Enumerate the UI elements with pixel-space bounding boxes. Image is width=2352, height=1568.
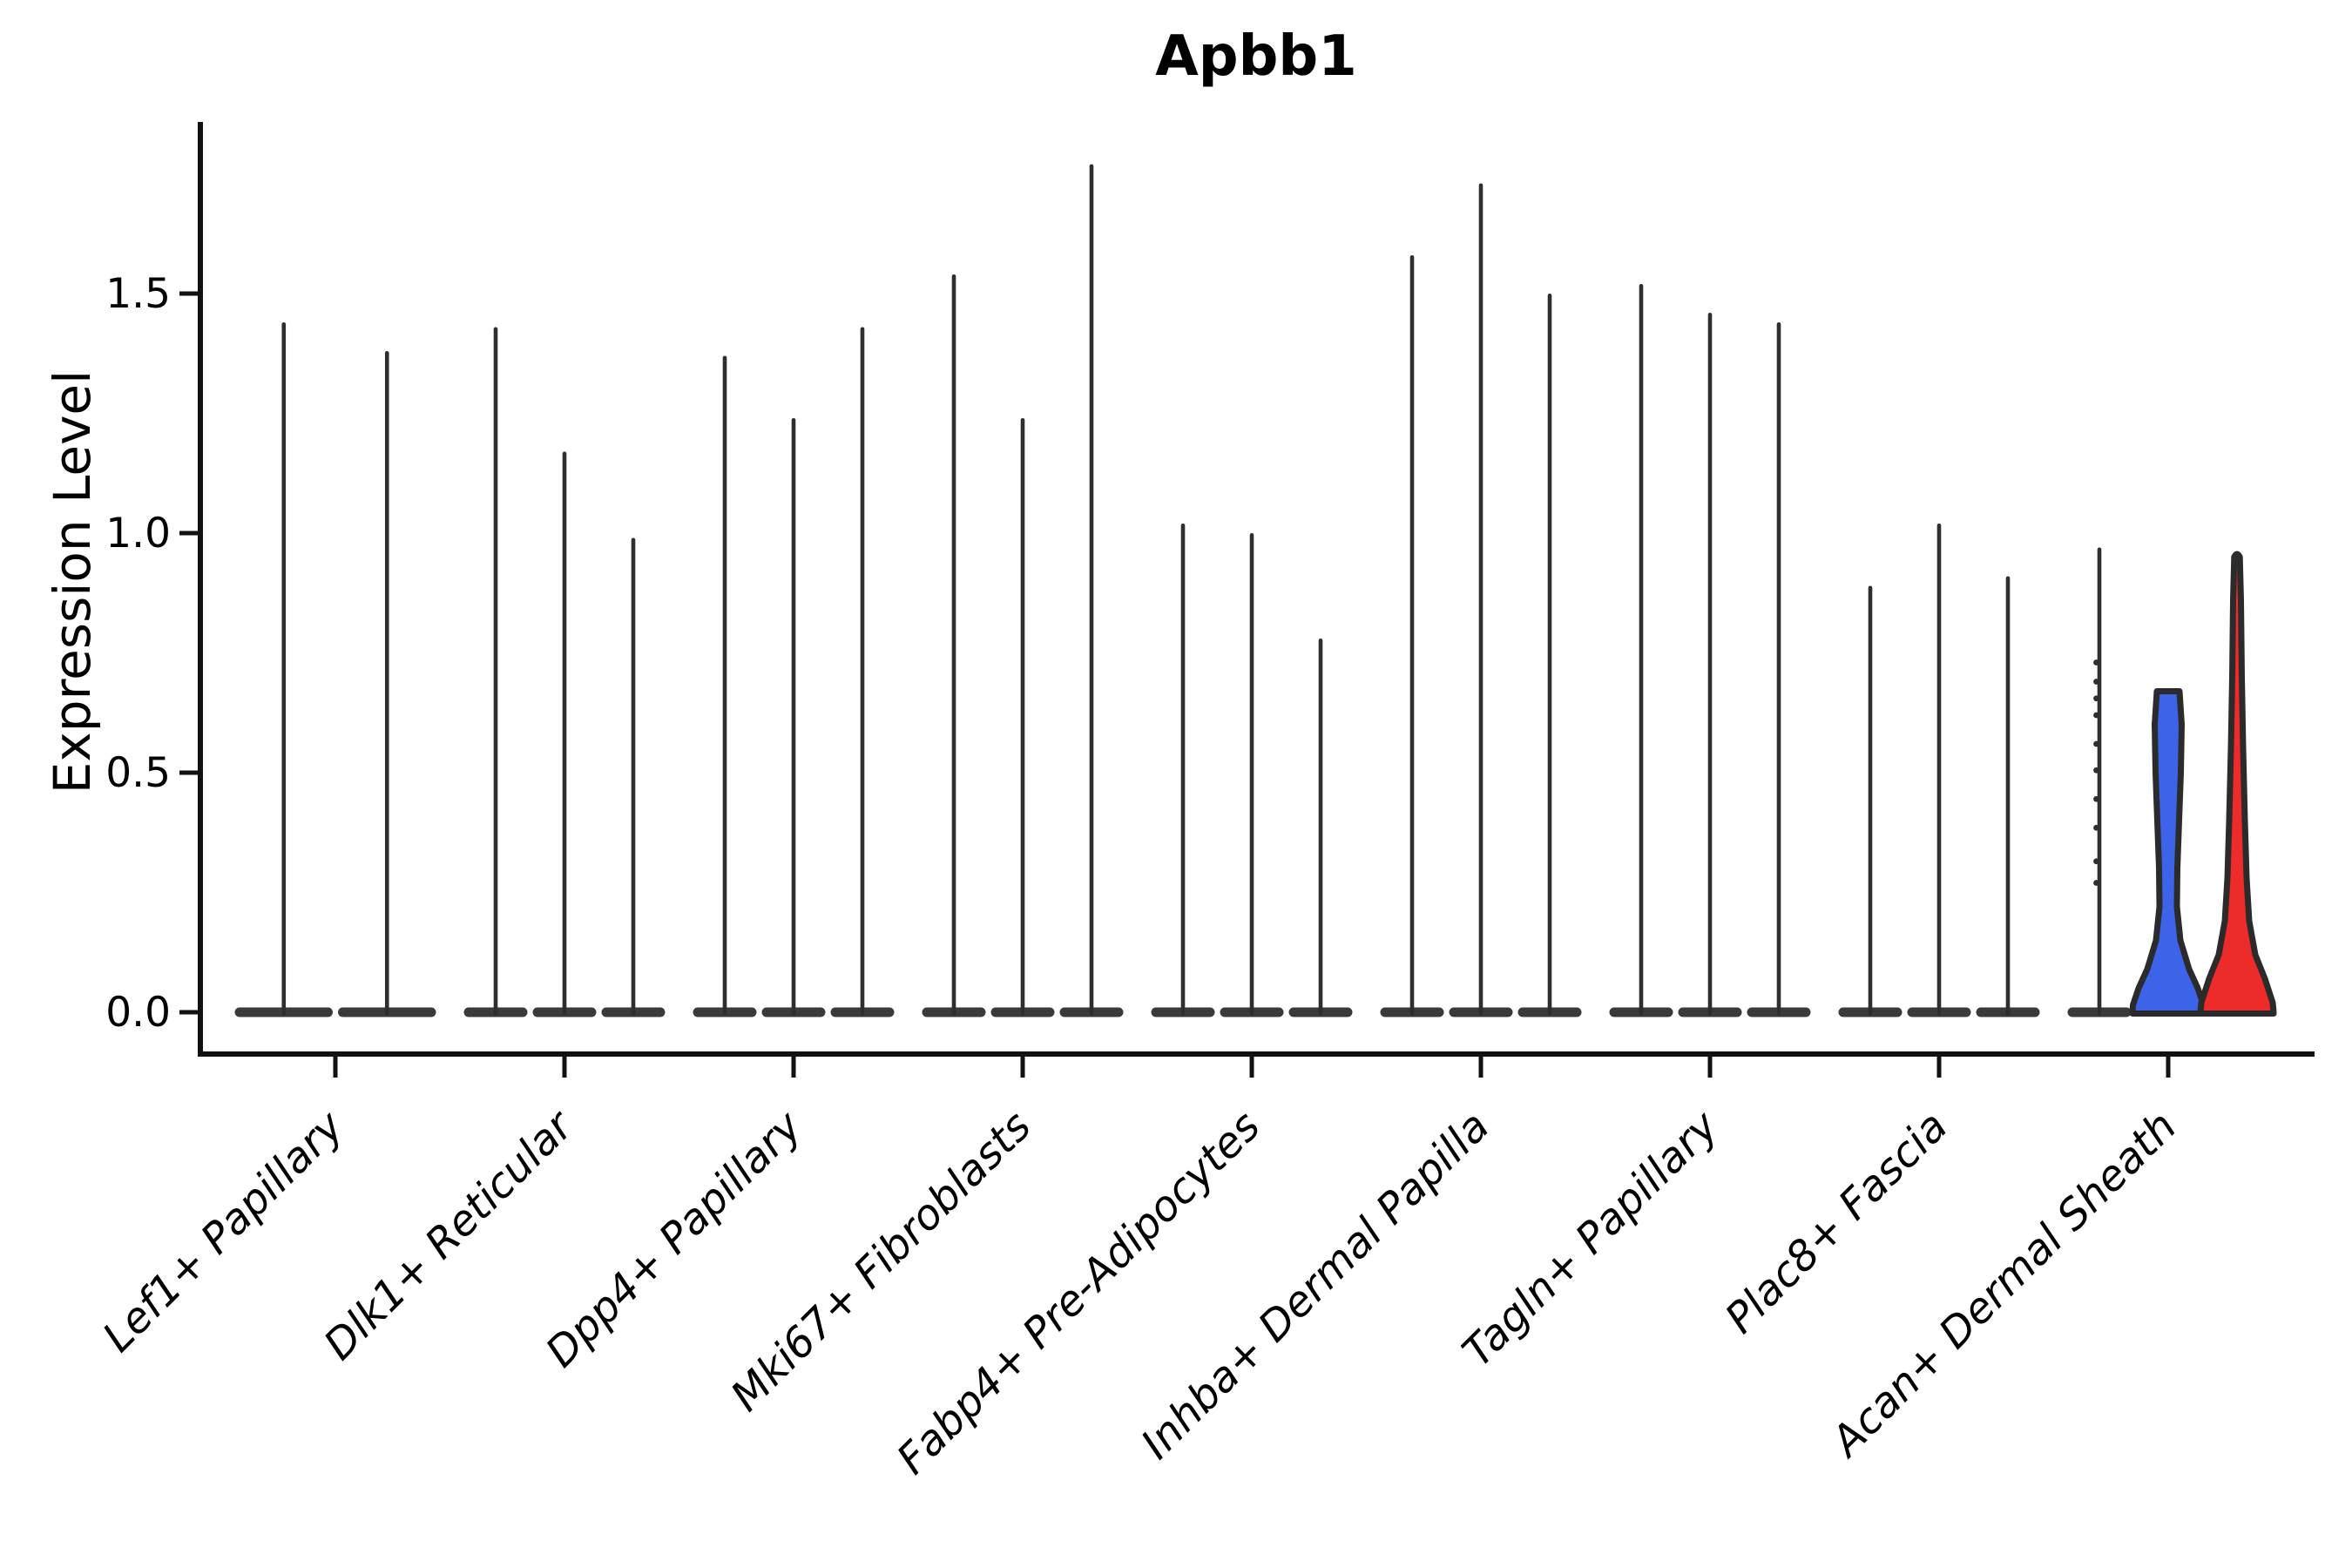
spike-point — [2093, 824, 2099, 831]
violin-spike — [493, 327, 498, 1016]
violin-blue — [2129, 688, 2207, 1017]
x-tick — [1936, 1057, 1942, 1078]
violin-spike — [1249, 533, 1254, 1016]
y-tick-label: 1.0 — [105, 510, 171, 558]
y-tick-label: 1.5 — [105, 270, 171, 318]
spike-point — [2093, 880, 2099, 886]
x-tick-label: Fabp4+ Pre-Adipocytes — [888, 1102, 1270, 1484]
violin-spike — [722, 355, 727, 1016]
x-tick-label: Dpp4+ Papillary — [537, 1101, 812, 1376]
violin-spike — [1180, 524, 1186, 1016]
y-tick-label: 0.5 — [105, 749, 171, 797]
violin-red — [2197, 551, 2277, 1017]
y-tick — [179, 531, 198, 536]
y-tick — [179, 291, 198, 296]
x-tick-label: Dlk1+ Reticular — [314, 1100, 585, 1370]
spike-point — [2093, 695, 2099, 702]
y-axis-spine — [198, 122, 203, 1057]
violin-spike — [2097, 547, 2102, 1016]
violin-spike — [1547, 294, 1552, 1016]
x-tick — [333, 1057, 338, 1078]
violin-spike — [1936, 524, 1942, 1016]
x-tick — [1020, 1057, 1025, 1078]
violin-spike — [1776, 322, 1781, 1016]
x-tick — [562, 1057, 567, 1078]
violin-spike — [1089, 164, 1094, 1016]
x-tick — [1249, 1057, 1254, 1078]
violin-spike — [1409, 255, 1415, 1016]
spike-point — [2093, 712, 2099, 719]
chart-title: Apbb1 — [1155, 24, 1357, 89]
violin-spike — [1020, 418, 1025, 1016]
violin-spike — [631, 537, 636, 1016]
violin-spike — [1639, 284, 1644, 1016]
spike-point — [2093, 858, 2099, 865]
x-tick — [1707, 1057, 1713, 1078]
spike-point — [2093, 659, 2099, 666]
y-axis-label: Expression Level — [43, 369, 102, 794]
violin-spike — [1318, 639, 1323, 1016]
y-tick — [179, 770, 198, 775]
x-tick-label: Lef1+ Papillary — [93, 1101, 354, 1362]
x-tick — [2166, 1057, 2171, 1078]
x-tick-label: Plac8+ Fascia — [1716, 1102, 1957, 1343]
spike-point — [2093, 767, 2099, 774]
spike-point — [2093, 740, 2099, 747]
x-tick-label: Tagln+ Papillary — [1453, 1101, 1728, 1376]
violin-spike — [281, 322, 287, 1016]
violin-spike — [951, 274, 956, 1016]
y-tick — [179, 1010, 198, 1015]
violin-spike — [384, 351, 389, 1016]
violin-spike — [860, 327, 865, 1016]
violin-spike — [1868, 585, 1873, 1016]
spike-point — [2093, 795, 2099, 802]
y-tick-label: 0.0 — [105, 989, 171, 1037]
x-tick — [1478, 1057, 1484, 1078]
x-axis-spine — [198, 1051, 2315, 1057]
spike-point — [2093, 679, 2099, 685]
x-tick — [791, 1057, 796, 1078]
violin-spike — [1478, 183, 1484, 1016]
violin-spike — [562, 451, 567, 1016]
violin-spike — [2005, 576, 2011, 1016]
violin-spike — [791, 418, 796, 1016]
violin-spike — [1707, 313, 1713, 1016]
